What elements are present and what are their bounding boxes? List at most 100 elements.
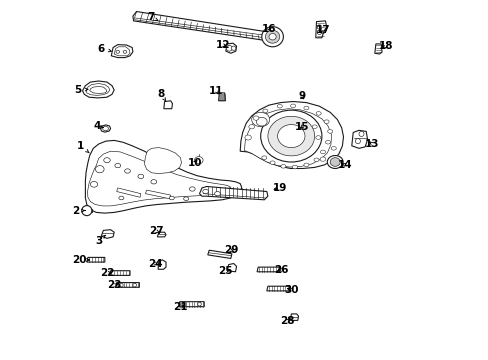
Ellipse shape (90, 181, 98, 187)
Text: 26: 26 (273, 265, 288, 275)
Ellipse shape (260, 110, 321, 162)
Ellipse shape (261, 156, 266, 159)
Ellipse shape (197, 302, 201, 306)
Ellipse shape (253, 116, 258, 120)
Ellipse shape (317, 25, 321, 29)
Ellipse shape (103, 158, 110, 163)
Ellipse shape (203, 189, 208, 194)
Text: 11: 11 (209, 86, 223, 96)
Ellipse shape (214, 192, 220, 196)
Polygon shape (86, 84, 110, 95)
Text: 14: 14 (337, 160, 352, 170)
Ellipse shape (320, 157, 325, 161)
Polygon shape (227, 264, 236, 272)
Ellipse shape (303, 106, 308, 110)
Ellipse shape (226, 45, 232, 51)
Polygon shape (117, 188, 141, 197)
Polygon shape (218, 93, 225, 101)
Ellipse shape (268, 33, 276, 40)
Ellipse shape (269, 161, 275, 165)
Text: 27: 27 (149, 226, 163, 236)
Ellipse shape (95, 166, 104, 173)
Polygon shape (82, 81, 114, 98)
Polygon shape (89, 86, 107, 94)
Ellipse shape (120, 283, 123, 287)
Ellipse shape (261, 27, 283, 47)
Text: 18: 18 (378, 41, 392, 51)
Polygon shape (101, 125, 110, 132)
Ellipse shape (182, 302, 185, 306)
Ellipse shape (320, 150, 325, 154)
Ellipse shape (315, 136, 320, 139)
Ellipse shape (115, 163, 121, 168)
Text: 12: 12 (215, 40, 230, 50)
Ellipse shape (280, 165, 285, 168)
Ellipse shape (119, 196, 123, 200)
Ellipse shape (277, 125, 305, 148)
Text: 2: 2 (72, 206, 85, 216)
Polygon shape (315, 21, 326, 38)
Ellipse shape (313, 158, 318, 162)
Text: 5: 5 (74, 85, 88, 95)
Polygon shape (111, 45, 133, 58)
Ellipse shape (317, 30, 321, 35)
Ellipse shape (277, 104, 282, 108)
Ellipse shape (189, 187, 195, 191)
Text: 21: 21 (173, 302, 187, 312)
Text: 24: 24 (147, 258, 162, 269)
Polygon shape (240, 102, 343, 168)
Text: 3: 3 (95, 235, 105, 246)
Polygon shape (144, 148, 181, 174)
Ellipse shape (303, 163, 308, 167)
Ellipse shape (324, 120, 328, 123)
Ellipse shape (151, 180, 156, 184)
Text: 17: 17 (315, 24, 329, 35)
Polygon shape (157, 232, 166, 237)
Polygon shape (101, 230, 114, 238)
Text: 25: 25 (218, 266, 233, 276)
Ellipse shape (256, 117, 266, 126)
Polygon shape (145, 190, 170, 199)
Polygon shape (257, 267, 279, 272)
Polygon shape (207, 250, 231, 258)
Polygon shape (87, 151, 230, 206)
Ellipse shape (326, 156, 343, 168)
Ellipse shape (133, 283, 136, 287)
Ellipse shape (169, 196, 174, 200)
Polygon shape (374, 44, 381, 54)
Text: 22: 22 (100, 268, 114, 278)
Text: 7: 7 (147, 12, 158, 22)
Ellipse shape (265, 30, 279, 43)
Ellipse shape (325, 140, 330, 144)
Text: 9: 9 (298, 91, 305, 102)
Ellipse shape (194, 157, 203, 164)
Ellipse shape (248, 125, 254, 129)
Ellipse shape (231, 46, 235, 50)
Polygon shape (199, 186, 267, 200)
Text: 6: 6 (98, 44, 111, 54)
Ellipse shape (355, 139, 360, 144)
Text: 10: 10 (187, 158, 202, 168)
Polygon shape (133, 12, 267, 40)
Polygon shape (179, 302, 204, 307)
Text: 29: 29 (223, 245, 238, 255)
Ellipse shape (251, 112, 269, 127)
Polygon shape (158, 260, 166, 269)
Text: 19: 19 (272, 183, 286, 193)
Polygon shape (85, 140, 241, 213)
Polygon shape (115, 283, 139, 287)
Ellipse shape (267, 116, 314, 156)
Ellipse shape (311, 125, 317, 129)
Ellipse shape (329, 158, 340, 166)
Ellipse shape (358, 131, 363, 136)
Text: 8: 8 (157, 89, 165, 102)
Polygon shape (109, 271, 130, 275)
Ellipse shape (290, 104, 295, 108)
Text: 15: 15 (294, 122, 309, 132)
Text: 20: 20 (72, 255, 89, 265)
Ellipse shape (327, 130, 332, 133)
Polygon shape (163, 101, 172, 109)
Polygon shape (244, 109, 331, 167)
Ellipse shape (116, 50, 120, 53)
Text: 4: 4 (93, 121, 103, 131)
